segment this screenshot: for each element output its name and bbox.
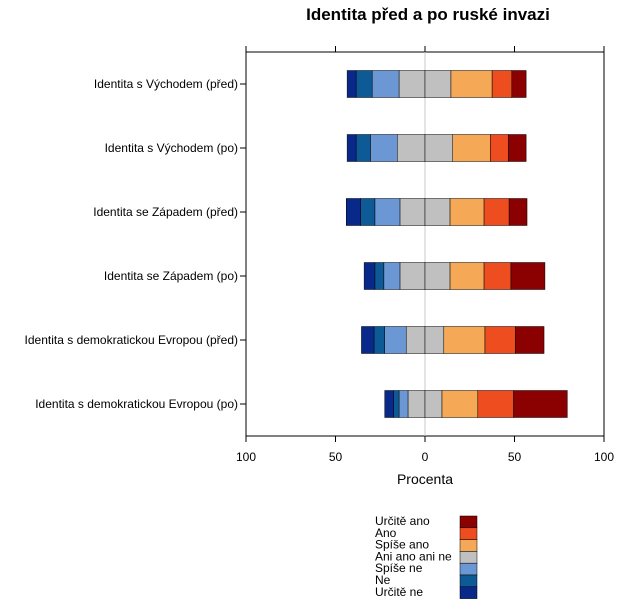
bar-segment [393, 390, 400, 418]
category-labels: Identita s Východem (před) Identita s Výc… [25, 77, 246, 411]
bar-segment [399, 262, 426, 290]
bar-segment [508, 198, 528, 226]
x-axis: 100 50 0 50 100 [236, 436, 614, 464]
legend-swatch [459, 515, 478, 529]
legend-swatch [459, 551, 478, 564]
plot-area [245, 46, 605, 437]
bar-segment [360, 198, 376, 226]
category-label: Identita s Východem (před) [94, 77, 238, 91]
bar-segment [507, 134, 527, 162]
bar-segment [363, 262, 376, 290]
bar-segment [449, 262, 485, 290]
category-label: Identita se Západem (po) [104, 269, 238, 283]
bar-segment [449, 198, 485, 226]
bar-segment [452, 134, 491, 162]
bar-segment [397, 134, 426, 162]
legend-swatch [459, 539, 478, 552]
bar-segment [424, 326, 445, 354]
bar-segment [346, 134, 357, 162]
category-label: Identita s Východem (po) [105, 141, 238, 155]
x-tick-label: 100 [236, 450, 256, 464]
bar-segment [373, 326, 385, 354]
legend-label: Určitě ano [375, 514, 430, 528]
bar-segment [370, 134, 398, 162]
bar-segment [483, 198, 510, 226]
bar-segment [345, 198, 361, 226]
bar-segment [374, 198, 401, 226]
bar-segment [424, 70, 452, 98]
category-label: Identita s demokratickou Evropou (před) [25, 333, 238, 347]
bar-segment [346, 70, 357, 98]
x-tick-label: 0 [422, 450, 429, 464]
legend-label: Určitě ne [375, 585, 423, 599]
bar-segment [384, 326, 407, 354]
legend-swatch [459, 586, 478, 599]
bar-segment [484, 326, 516, 354]
x-axis-title: Procenta [397, 471, 453, 487]
bar-segment [398, 70, 426, 98]
bar-segment [515, 326, 545, 354]
bar-segment [510, 262, 546, 290]
legend-label: Spíše ano [375, 538, 429, 552]
bar-segment [424, 134, 453, 162]
legend-swatch [459, 574, 478, 588]
bar-segment [424, 390, 443, 418]
bar-segment [371, 70, 400, 98]
bar-segment [405, 326, 426, 354]
bar-segment [399, 198, 426, 226]
category-label: Identita se Západem (před) [93, 205, 238, 219]
x-tick-label: 50 [329, 450, 343, 464]
bar-segment [398, 390, 409, 418]
x-tick-label: 100 [594, 450, 614, 464]
bar-segment [383, 262, 401, 290]
bar-segment [513, 390, 568, 418]
bar-segment [483, 262, 512, 290]
bar-segment [450, 70, 493, 98]
bar-segment [424, 198, 451, 226]
bar-segment [361, 326, 375, 354]
bar-segment [384, 390, 394, 418]
legend-label: Ne [375, 573, 391, 587]
bar-segment [441, 390, 479, 418]
legend-label: Ano [375, 526, 397, 540]
bar-segment [477, 390, 514, 418]
bar-segment [490, 134, 509, 162]
bar-segment [374, 262, 385, 290]
bar-segment [491, 70, 513, 98]
bar-segment [407, 390, 426, 418]
bar-segment [355, 70, 373, 98]
chart-title: Identita před a po ruské invazi [306, 5, 550, 24]
category-label: Identita s demokratickou Evropou (po) [35, 397, 238, 411]
legend-label: Spíše ne [375, 561, 423, 575]
x-tick-label: 50 [508, 450, 522, 464]
bar-segment [355, 134, 371, 162]
bar-segment [443, 326, 486, 354]
legend-swatch [459, 562, 478, 576]
bar-segment [511, 70, 527, 98]
legend-swatch [459, 527, 478, 540]
bar-segment [424, 262, 451, 290]
legend-label: Ani ano ani ne [375, 549, 452, 563]
